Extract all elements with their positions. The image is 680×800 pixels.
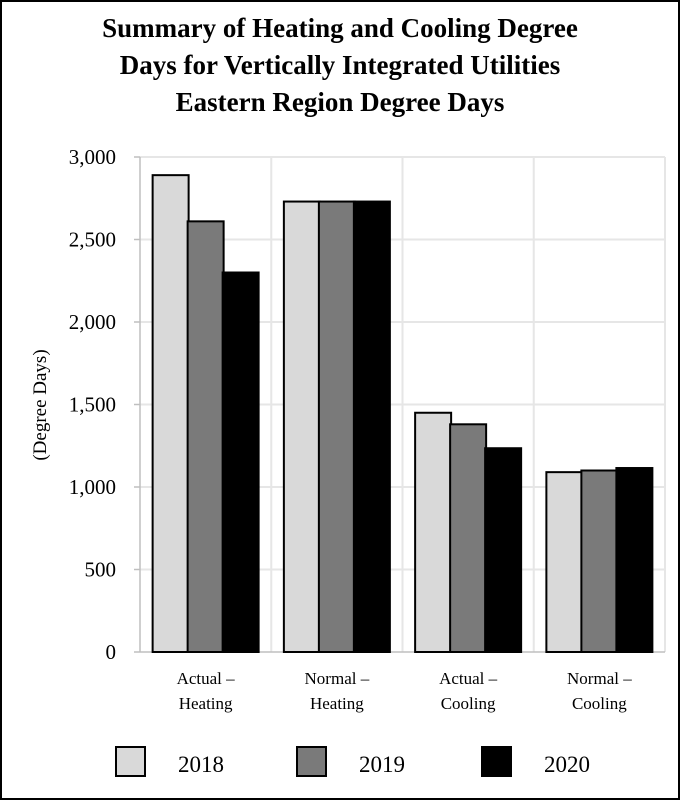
bar-2020-3 [615,467,654,653]
legend-label-2019: 2019 [359,752,405,777]
chart-title-line-3: Eastern Region Degree Days [175,87,505,117]
y-tick-label: 2,000 [69,310,116,334]
bar-2019-3 [580,469,619,653]
x-tick-label: Heating [310,694,364,713]
bar-2020-1 [352,200,391,654]
bar-layer [151,174,654,654]
x-tick-label: Actual – [439,669,498,688]
bar-2018-0 [151,174,190,653]
y-tick-label: 500 [85,558,117,582]
bar-2019-0 [186,220,225,653]
y-tick-label: 3,000 [69,145,116,169]
y-tick-label: 2,500 [69,228,116,252]
y-tick-label: 1,000 [69,475,116,499]
bar-2020-2 [484,447,523,653]
bar-2018-3 [545,471,584,653]
chart-title-line-2: Days for Vertically Integrated Utilities [119,50,561,80]
x-tick-label: Heating [179,694,233,713]
bar-2018-1 [282,200,321,654]
x-tick-label: Normal – [305,669,370,688]
x-tick-label: Cooling [572,694,627,713]
legend-swatch-2019 [296,746,327,777]
y-axis-label: (Degree Days) [30,349,51,460]
label-layer: Actual – Heating Normal – Heating Actual – Co… [177,669,633,713]
x-tick-label: Actual – [177,669,236,688]
x-tick-label: Normal – [567,669,632,688]
bar-2020-0 [221,271,260,653]
bar-2019-1 [317,200,356,654]
chart-title-line-1: Summary of Heating and Cooling Degree [102,13,578,43]
bar-2019-2 [449,423,488,653]
x-tick-label: Cooling [441,694,496,713]
legend-swatch-2018 [115,746,146,777]
legend-swatch-2020 [481,746,512,777]
legend-label-2018: 2018 [178,752,224,777]
y-tick-label: 0 [106,640,117,664]
legend-layer: 2018 2019 2020 [115,746,590,777]
bar-2018-2 [414,411,453,653]
legend-label-2020: 2020 [544,752,590,777]
chart-title: Summary of Heating and Cooling Degree Da… [0,10,680,121]
y-tick-label: 1,500 [69,393,116,417]
